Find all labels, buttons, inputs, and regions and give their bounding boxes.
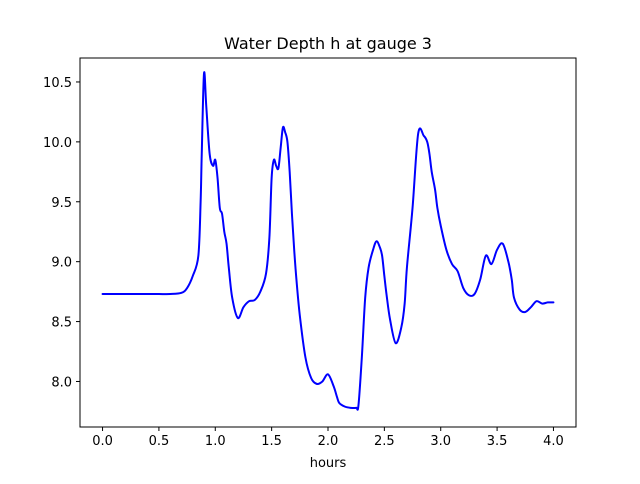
x-axis-ticks: 0.0 0.5 1.0 1.5 2.0 2.5 3.0 3.5 4.0	[92, 427, 564, 449]
y-tick-label: 10.5	[43, 76, 72, 91]
x-tick-label: 0.0	[92, 434, 113, 449]
y-tick-label: 9.0	[51, 256, 72, 271]
y-tick-label: 9.5	[51, 196, 72, 211]
y-tick-label: 10.0	[43, 136, 72, 151]
x-tick-label: 3.0	[430, 434, 451, 449]
chart-title: Water Depth h at gauge 3	[224, 34, 432, 53]
x-tick-label: 2.0	[318, 434, 339, 449]
y-axis-ticks: 8.0 8.5 9.0 9.5 10.0 10.5	[43, 76, 80, 390]
x-tick-label: 1.5	[261, 434, 282, 449]
x-tick-label: 2.5	[374, 434, 395, 449]
x-tick-label: 4.0	[543, 434, 564, 449]
y-tick-label: 8.5	[51, 316, 72, 331]
x-tick-label: 1.0	[205, 434, 226, 449]
x-tick-label: 3.5	[487, 434, 508, 449]
y-tick-label: 8.0	[51, 375, 72, 390]
x-tick-label: 0.5	[149, 434, 170, 449]
plot-lines	[101, 71, 555, 411]
series-line-0	[101, 71, 555, 411]
x-axis-label: hours	[310, 456, 347, 471]
